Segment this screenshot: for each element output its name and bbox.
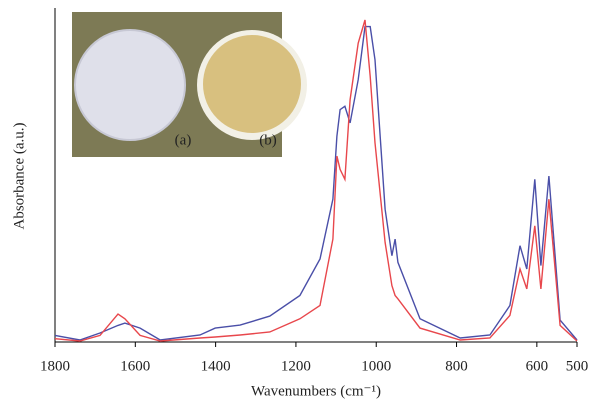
x-tick-label: 1400 xyxy=(201,358,231,374)
x-tick-label: 600 xyxy=(526,358,549,374)
x-axis-label: Wavenumbers (cm⁻¹) xyxy=(251,383,381,399)
y-axis-label: Absorbance (a.u.) xyxy=(11,122,27,229)
x-tick-label: 1200 xyxy=(281,358,311,374)
inset-photo xyxy=(72,12,307,157)
series-line xyxy=(54,19,578,342)
x-tick-label: 1600 xyxy=(120,358,150,374)
annotation: (a) xyxy=(175,132,192,148)
series-line xyxy=(54,25,578,341)
x-tick-label: 1800 xyxy=(40,358,70,374)
x-tick-label: 500 xyxy=(566,358,589,374)
x-tick-label: 800 xyxy=(445,358,468,374)
x-tick-label: 1000 xyxy=(361,358,391,374)
annotation: (b) xyxy=(259,132,277,148)
